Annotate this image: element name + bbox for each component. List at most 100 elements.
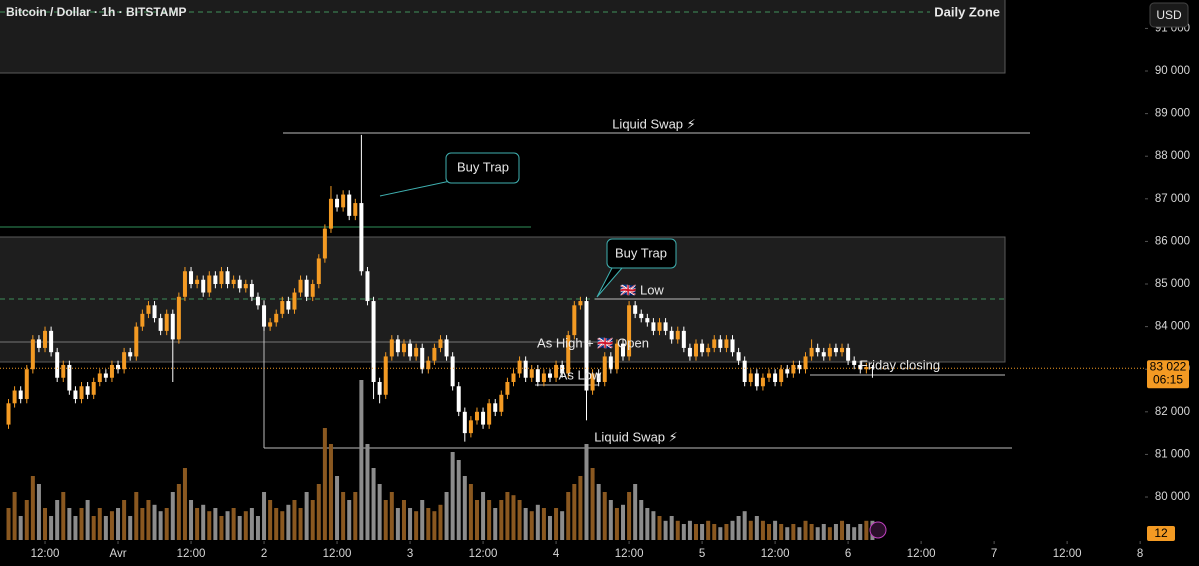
- volume-bar: [675, 520, 680, 540]
- volume-bar: [134, 492, 139, 540]
- volume-bar: [760, 520, 765, 540]
- candle-body: [742, 360, 747, 382]
- x-tick-label: 6: [845, 548, 851, 560]
- volume-bar: [541, 508, 546, 540]
- candle-body: [347, 194, 352, 216]
- candle-body: [779, 369, 784, 382]
- alert-icon[interactable]: [869, 521, 887, 539]
- volume-bar: [517, 500, 522, 540]
- volume-bar: [298, 508, 303, 540]
- volume-bar: [724, 524, 729, 540]
- volume-bar: [450, 452, 455, 540]
- volume-bar: [341, 492, 346, 540]
- volume-bar: [438, 504, 443, 540]
- candle-body: [572, 305, 577, 336]
- candle-body: [310, 284, 315, 297]
- volume-bar: [304, 492, 309, 540]
- candle-body: [815, 347, 820, 353]
- candle-body: [249, 284, 254, 297]
- callout-box: [606, 238, 677, 269]
- volume-badge: [1147, 526, 1175, 541]
- volume-bar: [785, 527, 790, 540]
- candle-body: [529, 369, 534, 378]
- volume-bar: [572, 484, 577, 540]
- volume-bar: [43, 508, 48, 540]
- candle-body: [596, 373, 601, 382]
- candle-body: [511, 373, 516, 382]
- candle-body: [176, 296, 181, 340]
- candle-body: [395, 339, 400, 353]
- candle-body: [827, 347, 832, 357]
- volume-bar: [231, 508, 236, 540]
- y-tick-label: 85 000: [1155, 278, 1190, 290]
- candle-body: [803, 356, 808, 370]
- volume-bar: [852, 527, 857, 540]
- candle-body: [797, 364, 802, 370]
- volume-bar: [353, 492, 358, 540]
- candle-body: [700, 343, 705, 353]
- volume-bar: [505, 492, 510, 540]
- x-tick-label: 8: [1137, 548, 1143, 560]
- y-tick-label: 86 000: [1155, 235, 1190, 247]
- candle-body: [432, 347, 437, 361]
- candle-body: [821, 352, 826, 357]
- volume-label: 12: [1154, 526, 1168, 540]
- candle-body: [237, 279, 242, 289]
- volume-bar: [140, 508, 145, 540]
- candle-body: [365, 271, 370, 302]
- volume-bar: [255, 516, 260, 540]
- candle-body: [243, 284, 248, 289]
- volume-bar: [748, 520, 753, 540]
- volume-bar: [633, 484, 638, 540]
- volume-bar: [371, 468, 376, 540]
- candle-body: [134, 326, 139, 357]
- candle-body: [414, 347, 419, 357]
- candle-body: [128, 352, 133, 357]
- volume-bar: [49, 516, 54, 540]
- volume-bar: [408, 508, 413, 540]
- candle-body: [79, 386, 84, 400]
- volume-bar: [213, 508, 218, 540]
- volume-bar: [608, 500, 613, 540]
- volume-bar: [754, 516, 759, 540]
- candle-body: [541, 373, 546, 382]
- volume-bar: [310, 500, 315, 540]
- candle-body: [97, 373, 102, 382]
- chart-title: Bitcoin / Dollar · 1h · BITSTAMP: [6, 5, 186, 19]
- volume-bar: [359, 380, 364, 540]
- candle-body: [316, 258, 321, 285]
- candle-body: [554, 364, 559, 378]
- currency-button[interactable]: [1149, 2, 1189, 28]
- candle-body: [116, 364, 121, 370]
- candle-body: [109, 364, 114, 378]
- candle-body: [24, 369, 29, 400]
- volume-bar: [116, 508, 121, 540]
- volume-bar: [85, 500, 90, 540]
- countdown-label: 06:15: [1153, 372, 1183, 386]
- volume-bar: [182, 468, 187, 540]
- x-tick-label: 4: [553, 548, 560, 560]
- volume-bar: [79, 508, 84, 540]
- candle-body: [219, 271, 224, 285]
- volume-bar: [791, 524, 796, 540]
- candle-body: [852, 360, 857, 365]
- volume-bar: [97, 508, 102, 540]
- candle-body: [712, 339, 717, 348]
- volume-bar: [657, 516, 662, 540]
- candle-body: [730, 339, 735, 353]
- y-tick-label: 87 000: [1155, 193, 1190, 205]
- candle-body: [767, 373, 772, 378]
- candle-body: [840, 347, 845, 353]
- candle-body: [560, 364, 565, 374]
- volume-bar: [322, 428, 327, 540]
- candle-body: [255, 296, 260, 306]
- candle-body: [474, 411, 479, 421]
- callout-pointer: [596, 267, 623, 298]
- volume-bar: [687, 520, 692, 540]
- candle-body: [499, 394, 504, 412]
- candle-body: [773, 373, 778, 382]
- candle-body: [61, 364, 66, 378]
- candle-body: [341, 194, 346, 208]
- currency-label[interactable]: USD: [1156, 8, 1182, 22]
- x-tick-label: Avr: [110, 548, 127, 560]
